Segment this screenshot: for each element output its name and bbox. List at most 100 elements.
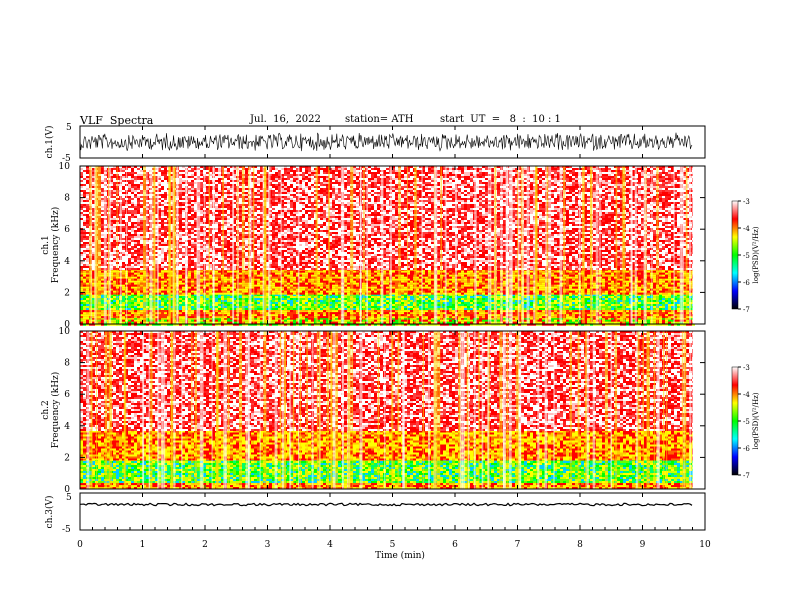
spectrogram-cell — [131, 302, 134, 304]
spectrogram-cell — [347, 287, 350, 289]
spectrogram-cell — [323, 287, 326, 289]
spectrogram-cell — [272, 285, 275, 287]
spectrogram-cell — [332, 298, 335, 300]
spectrogram-cell — [566, 296, 569, 298]
spectrogram-cell — [464, 310, 467, 312]
spectrogram-cell — [224, 308, 227, 310]
spectrogram-cell — [137, 289, 140, 291]
spectrogram-cell — [179, 298, 182, 300]
spectrogram-cell — [677, 312, 680, 314]
spectrogram-cell — [182, 300, 185, 302]
spectrogram-cell — [182, 320, 185, 322]
spectrogram-cell — [257, 277, 260, 279]
spectrogram-cell — [662, 322, 665, 324]
spectrogram-cell — [101, 273, 104, 275]
spectrogram-cell — [257, 300, 260, 302]
spectrogram-cell — [530, 308, 533, 310]
spectrogram-cell — [335, 287, 338, 289]
spectrogram-cell — [188, 316, 191, 318]
spectrogram-cell — [161, 312, 164, 314]
spectrogram-cell — [374, 312, 377, 314]
spectrogram-cell — [653, 312, 656, 314]
spectrogram-cell — [542, 314, 545, 316]
spectrogram-cell — [479, 298, 482, 300]
spectrogram-cell — [305, 281, 308, 283]
spectrogram-cell — [161, 306, 164, 308]
spectrogram-cell — [356, 306, 359, 308]
spectrogram-cell — [449, 306, 452, 308]
spectrogram-cell — [410, 283, 413, 285]
spectrogram-cell — [332, 275, 335, 277]
spectrogram-cell — [206, 293, 209, 295]
spectrogram-cell — [347, 312, 350, 314]
spectrogram-cell — [140, 304, 143, 306]
spectrogram-cell — [287, 289, 290, 291]
spectrogram-cell — [257, 285, 260, 287]
spectrogram-cell — [179, 285, 182, 287]
spectrogram-cell — [332, 271, 335, 273]
spectrogram-cell — [137, 279, 140, 281]
spectrogram-cell — [284, 310, 287, 312]
spectrogram-cell — [140, 293, 143, 295]
spectrogram-cell — [386, 271, 389, 273]
spectrogram-cell — [182, 316, 185, 318]
spectrogram-cell — [224, 304, 227, 306]
spectrogram-cell — [323, 293, 326, 295]
spectrogram-cell — [368, 304, 371, 306]
spectrogram-cell — [320, 314, 323, 316]
spectrogram-cell — [293, 320, 296, 322]
spectrogram-cell — [101, 300, 104, 302]
spectrogram-cell — [323, 277, 326, 279]
spectrogram-cell — [275, 320, 278, 322]
spectrogram-cell — [257, 312, 260, 314]
spectrogram-cell — [395, 289, 398, 291]
spectrogram-cell — [188, 281, 191, 283]
spectrogram-cell — [293, 283, 296, 285]
spectrogram-cell — [602, 308, 605, 310]
spectrogram-cell — [188, 300, 191, 302]
spectrogram-cell — [665, 300, 668, 302]
spectrogram-cell — [332, 281, 335, 283]
spectrogram-cell — [302, 316, 305, 318]
spectrogram-cell — [86, 279, 89, 281]
spectrogram-cell — [431, 310, 434, 312]
spectrogram-cell — [254, 287, 257, 289]
spectrogram-cell — [374, 271, 377, 273]
spectrogram-cell — [272, 320, 275, 322]
spectrogram-cell — [647, 296, 650, 298]
spectrogram-cell — [485, 296, 488, 298]
spectrogram-cell — [284, 285, 287, 287]
spectrogram-cell — [134, 302, 137, 304]
spectrogram-cell — [332, 273, 335, 275]
spectrogram-cell — [665, 308, 668, 310]
spectrogram-cell — [134, 285, 137, 287]
spectrogram-cell — [287, 300, 290, 302]
spectrogram-cell — [188, 298, 191, 300]
spectrogram-cell — [290, 312, 293, 314]
spectrogram-cell — [404, 275, 407, 277]
spectrogram-cell — [371, 281, 374, 283]
spectrogram-cell — [347, 285, 350, 287]
spectrogram-cell — [371, 289, 374, 291]
spectrogram-cell — [602, 312, 605, 314]
spectrogram-cell — [374, 275, 377, 277]
spectrogram-cell — [425, 308, 428, 310]
spectrogram-cell — [272, 312, 275, 314]
spectrogram-cell — [575, 304, 578, 306]
spectrogram-cell — [425, 306, 428, 308]
spectrogram-cell — [245, 304, 248, 306]
spectrogram-cell — [290, 296, 293, 298]
spectrogram-cell — [101, 306, 104, 308]
spectrogram-cell — [353, 283, 356, 285]
spectrogram-cell — [161, 298, 164, 300]
spectrogram-cell — [539, 304, 542, 306]
spectrogram-cell — [377, 316, 380, 318]
spectrogram-cell — [335, 291, 338, 293]
spectrogram-cell — [668, 314, 671, 316]
spectrogram-cell — [344, 285, 347, 287]
spectrogram-cell — [191, 289, 194, 291]
spectrogram-cell — [284, 293, 287, 295]
spectrogram-cell — [101, 302, 104, 304]
spectrogram-cell — [134, 275, 137, 277]
spectrogram-cell — [161, 316, 164, 318]
